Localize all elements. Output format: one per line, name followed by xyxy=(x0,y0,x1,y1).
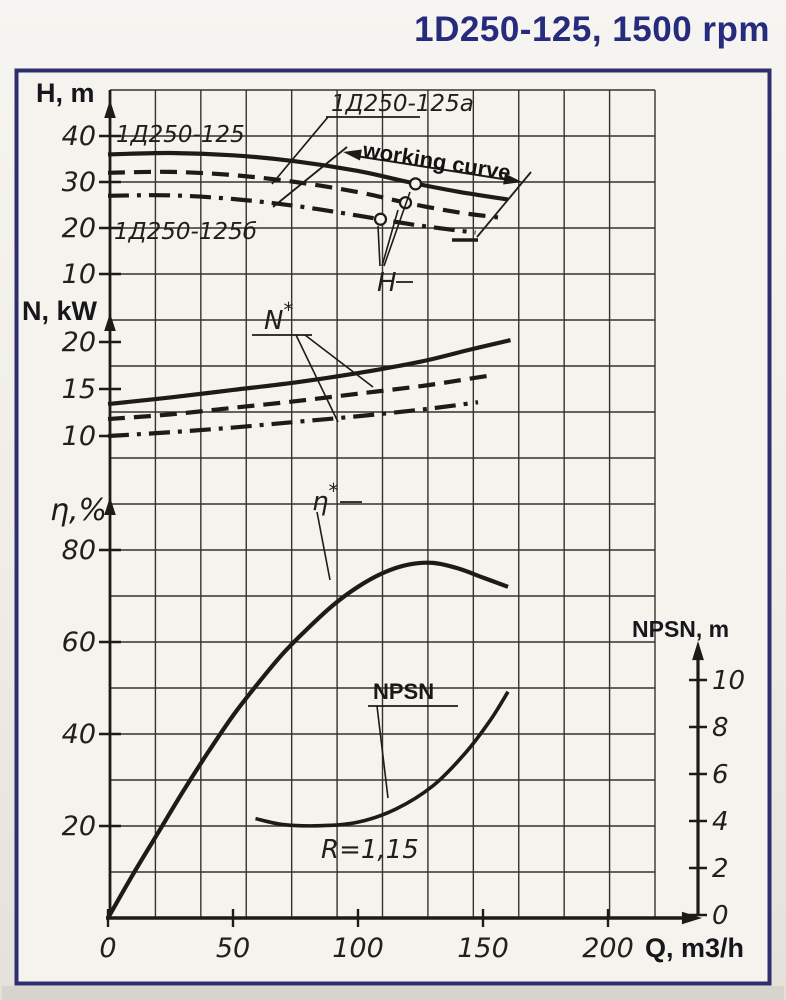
h-leader-3 xyxy=(377,225,381,267)
h-callout-label: H xyxy=(377,268,397,298)
efficiency-tick-label: 40 xyxy=(62,719,96,750)
chart-frame xyxy=(14,68,772,986)
x-tick-label: 150 xyxy=(457,933,509,964)
arrowhead xyxy=(503,173,522,185)
efficiency-axis-arrow xyxy=(104,497,116,515)
npsh-tick-label: 8 xyxy=(712,713,729,743)
power-tick-label: 20 xyxy=(62,327,96,358)
eta-star-label: η* xyxy=(312,479,338,517)
scan-shadow-band xyxy=(2,986,784,1000)
efficiency-tick-label: 20 xyxy=(62,811,96,842)
page-title: 1D250-125, 1500 rpm xyxy=(414,10,770,49)
npsh-tick-label: 0 xyxy=(712,901,729,931)
npsh-curve-solid xyxy=(255,690,510,828)
x-tick-label: 200 xyxy=(582,933,634,964)
npsn-leader xyxy=(376,705,389,799)
head-curve-dashed xyxy=(107,169,499,220)
head-tick-label: 30 xyxy=(62,167,96,198)
h-leader-2 xyxy=(381,209,399,267)
n-star-leader-2 xyxy=(295,334,339,423)
npsh-tick-label: 4 xyxy=(712,807,729,837)
power-tick-label: 10 xyxy=(62,421,96,452)
efficiency-tick-label: 80 xyxy=(62,535,96,566)
npsh-tick-label: 6 xyxy=(712,760,729,790)
npsh-tick-label: 2 xyxy=(712,854,729,884)
head-curve-dashdot xyxy=(107,193,476,235)
x-tick-label: 100 xyxy=(332,933,384,964)
power-curve-solid xyxy=(107,338,511,407)
arrowhead xyxy=(692,641,704,661)
n-star-leader-1 xyxy=(304,334,374,388)
head-tick-label: 20 xyxy=(62,213,96,244)
label-leader xyxy=(271,116,329,185)
arrowhead xyxy=(343,149,362,161)
head-curve-solid xyxy=(107,150,509,202)
working-arrow-shaft xyxy=(355,155,510,181)
arrowhead xyxy=(681,911,702,925)
power-axis-arrow xyxy=(104,313,116,331)
efficiency-tick-label: 60 xyxy=(62,627,96,658)
h-leader-1 xyxy=(383,191,411,267)
eta-axis-title: η,% xyxy=(50,493,107,528)
power-curve-dashdot xyxy=(107,400,479,439)
curve-label-1d250-125b: 1Д250-125б xyxy=(114,219,257,245)
head-tick-label: 40 xyxy=(62,121,96,152)
r-value-label: R=1,15 xyxy=(321,835,419,865)
x-tick-label: 0 xyxy=(99,933,116,964)
working-point-marker xyxy=(373,212,388,226)
x-tick-label: 50 xyxy=(216,933,250,964)
working-range-right-slash xyxy=(476,171,532,238)
q-axis-title: Q, m3/h xyxy=(645,933,744,963)
n-star-label: N* xyxy=(264,298,293,336)
head-axis-arrow xyxy=(104,100,116,118)
working-range-left-slash xyxy=(272,146,348,208)
npsh-tick-label: 10 xyxy=(712,666,745,696)
h-axis-title: H, m xyxy=(36,78,95,108)
eta-star-leader xyxy=(316,511,331,581)
annotations xyxy=(252,116,532,799)
curve-label-1d250-125: 1Д250-125 xyxy=(116,122,245,148)
npsn-callout-label: NPSN xyxy=(373,679,434,704)
curve-label-1d250-125a: 1Д250-125a xyxy=(331,91,474,117)
working-point-marker xyxy=(408,177,423,191)
efficiency-curve-solid xyxy=(106,560,509,920)
head-tick-label: 10 xyxy=(62,259,96,290)
n-axis-title: N, kW xyxy=(22,296,98,326)
npsn-axis-title: NPSN, m xyxy=(632,616,729,642)
power-tick-label: 15 xyxy=(62,374,96,405)
